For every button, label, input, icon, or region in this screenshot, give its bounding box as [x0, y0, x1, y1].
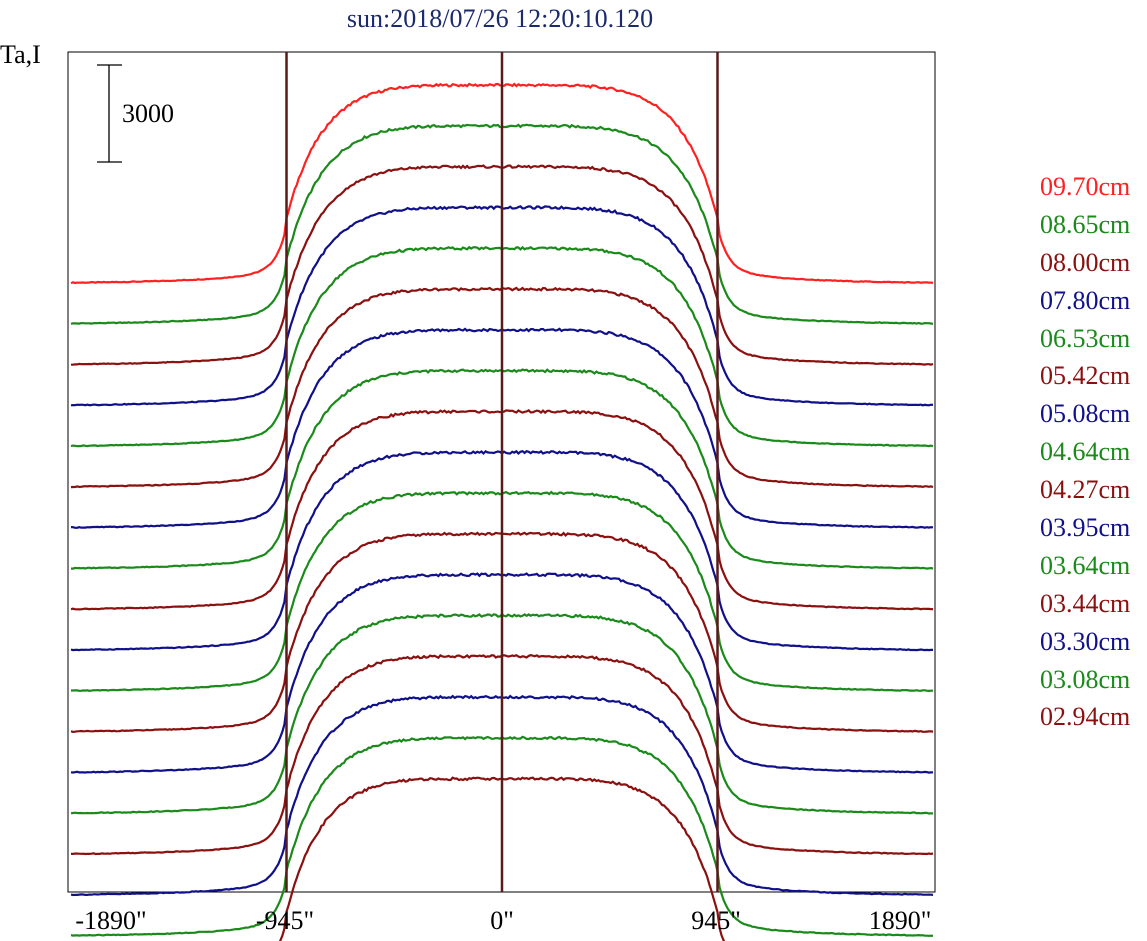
- legend-item: 03.44cm: [1040, 588, 1131, 618]
- x-tick-label: 1890": [868, 906, 932, 935]
- x-tick-label: 945": [691, 906, 741, 935]
- chart-title: sun:2018/07/26 12:20:10.120: [346, 4, 654, 33]
- x-tick-label: -1890": [75, 906, 147, 935]
- scale-bar-label: 3000: [122, 99, 174, 128]
- legend-item: 05.08cm: [1040, 399, 1131, 429]
- legend-item: 04.64cm: [1040, 437, 1131, 467]
- legend-item: 08.00cm: [1040, 247, 1131, 277]
- legend-item: 02.94cm: [1040, 702, 1131, 732]
- legend-item: 06.53cm: [1040, 323, 1131, 353]
- legend-item: 04.27cm: [1040, 475, 1131, 505]
- legend: 09.70cm 08.65cm 08.00cm 07.80cm 06.53cm 05.42…: [1040, 168, 1130, 736]
- legend-item: 03.95cm: [1040, 513, 1131, 543]
- y-axis-label: Ta,I: [0, 40, 41, 69]
- legend-item: 05.42cm: [1040, 361, 1131, 391]
- legend-item: 03.08cm: [1040, 664, 1131, 694]
- legend-item: 07.80cm: [1040, 285, 1131, 315]
- x-tick-label: 0": [490, 906, 514, 935]
- legend-item: 08.65cm: [1040, 209, 1131, 239]
- x-tick-label: -945": [255, 906, 315, 935]
- legend-item: 09.70cm: [1040, 172, 1131, 201]
- legend-item: 03.30cm: [1040, 626, 1131, 656]
- legend-item: 03.64cm: [1040, 550, 1131, 580]
